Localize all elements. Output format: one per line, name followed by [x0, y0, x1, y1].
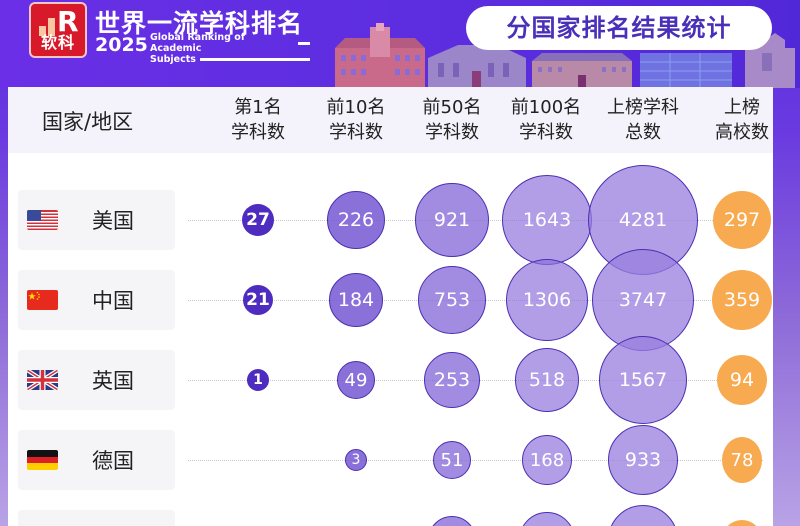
country-card	[18, 510, 175, 526]
country-column-header: 国家/地区	[42, 110, 134, 134]
country-card: 美国	[18, 190, 175, 250]
de-flag-icon	[27, 450, 58, 470]
bubble-top1: 27	[242, 204, 274, 236]
bubble-top10: 184	[329, 273, 383, 327]
bubble-top10: 226	[327, 191, 385, 249]
results-panel: 国家/地区 第1名 学科数 前10名 学科数 前50名 学科数 前100名 学科数 上榜…	[8, 87, 773, 526]
table-row-partial	[8, 505, 773, 526]
column-header-top100: 前100名 学科数	[510, 97, 582, 143]
ruanke-logo: R 软科	[29, 2, 87, 58]
bubble-total-subjects: 933	[608, 425, 678, 495]
country-name: 德国	[92, 449, 134, 473]
column-header-top50: 前50名 学科数	[422, 97, 482, 143]
cn-flag-icon	[27, 290, 58, 310]
bubble-top100: 1306	[506, 259, 588, 341]
column-header-universities: 上榜 高校数	[715, 97, 769, 143]
country-card: 英国	[18, 350, 175, 410]
building-illustration-3	[532, 53, 632, 88]
country-card: 中国	[18, 270, 175, 330]
logo-text: 软科	[40, 33, 75, 52]
bubble-top100: 1643	[502, 175, 592, 265]
column-header-total-subjects: 上榜学科 总数	[607, 97, 679, 143]
bubble-universities: 78	[722, 437, 762, 483]
uk-flag-icon	[27, 370, 58, 390]
row-guide-line	[188, 460, 763, 461]
bubble-top50	[428, 516, 476, 526]
building-illustration-1	[335, 23, 425, 88]
title-en-line2: Subjects	[150, 54, 196, 65]
logo-letter: R	[57, 5, 79, 38]
country-name: 英国	[92, 369, 134, 393]
ranking-title-en: Global Ranking of Academic Subjects	[150, 32, 310, 65]
decorative-rule	[199, 58, 310, 61]
logo-bars-icon	[39, 12, 79, 36]
building-illustration-4	[640, 53, 732, 88]
title-en-line1: Global Ranking of Academic	[150, 32, 245, 54]
bubble-total-subjects: 3747	[592, 249, 694, 351]
bubble-top50: 753	[418, 266, 486, 334]
bubble-universities: 359	[712, 270, 772, 330]
bubble-top10: 49	[337, 361, 375, 399]
section-title-pill: 分国家排名结果统计	[466, 6, 772, 50]
bubble-top1: 21	[243, 285, 273, 315]
country-name: 中国	[92, 289, 134, 313]
bubble-top50: 253	[424, 352, 480, 408]
bubble-total-subjects: 1567	[599, 336, 687, 424]
building-illustration-2	[428, 45, 526, 88]
bubble-top50: 51	[433, 441, 471, 479]
bubble-total-subjects	[608, 505, 678, 526]
bubble-universities	[722, 520, 762, 526]
table-row-uk: 英国 1 49 253 518 1567 94	[8, 336, 773, 424]
table-row-usa: 美国 27 226 921 1643 4281 297	[8, 165, 773, 275]
country-name: 美国	[92, 209, 134, 233]
bubble-top100: 518	[515, 348, 579, 412]
bubble-universities: 297	[713, 191, 771, 249]
bubble-top10: 3	[345, 449, 367, 471]
table-row-germany: 德国 3 51 168 933 78	[8, 425, 773, 495]
header-banner: R 软科 世界一流学科排名 2025 Global Ranking of Aca…	[0, 0, 800, 88]
column-header-row: 国家/地区 第1名 学科数 前10名 学科数 前50名 学科数 前100名 学科数 上榜…	[8, 87, 773, 153]
bubble-top100	[519, 512, 575, 526]
decorative-rule	[298, 41, 310, 45]
bubble-top1: 1	[247, 369, 269, 391]
us-flag-icon	[27, 210, 58, 230]
bubble-top50: 921	[415, 183, 489, 257]
column-header-top10: 前10名 学科数	[326, 97, 386, 143]
column-header-top1: 第1名 学科数	[231, 97, 285, 143]
ranking-year: 2025	[95, 34, 148, 56]
bubble-top100: 168	[522, 435, 572, 485]
bubble-universities: 94	[717, 355, 767, 405]
table-row-china: 中国 21 184 753 1306 3747 359	[8, 249, 773, 351]
ranking-title: 世界一流学科排名	[95, 9, 304, 38]
country-card: 德国	[18, 430, 175, 490]
